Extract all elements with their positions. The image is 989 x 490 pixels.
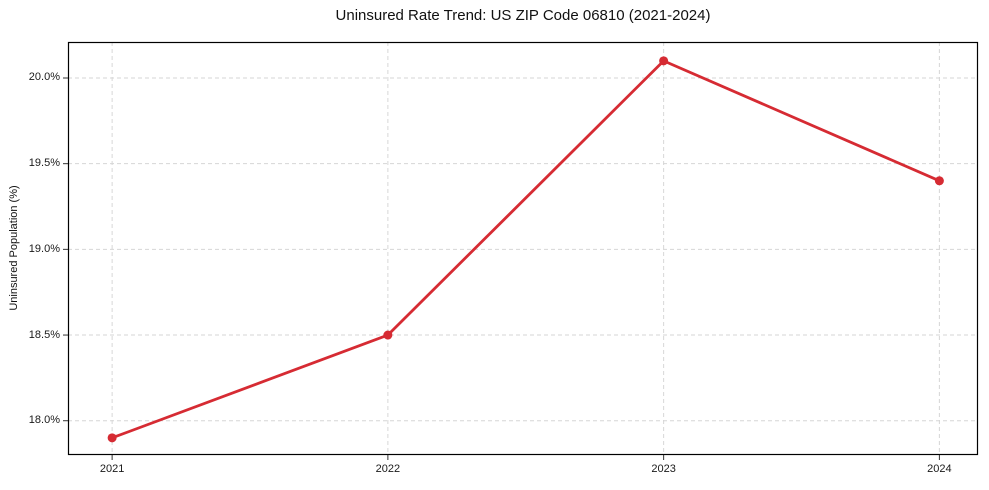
- y-tick-label: 19.5%: [28, 157, 60, 170]
- x-tick-label: 2024: [927, 463, 952, 475]
- chart-title: Uninsured Rate Trend: US ZIP Code 06810 …: [335, 7, 711, 24]
- data-point: [383, 330, 393, 340]
- y-tick-label: 20.0%: [28, 71, 60, 84]
- x-tick-label: 2022: [375, 463, 401, 475]
- y-tick-label: 18.0%: [28, 414, 60, 427]
- data-point: [659, 56, 669, 66]
- x-tick-label: 2023: [651, 463, 676, 475]
- trend-line: [110, 59, 941, 440]
- data-point: [934, 176, 944, 186]
- plot-border: [67, 41, 979, 456]
- y-tick-label: 18.5%: [28, 328, 60, 341]
- data-point: [107, 433, 117, 443]
- x-tick-label: 2021: [99, 463, 125, 475]
- y-tick-label: 19.0%: [28, 242, 60, 255]
